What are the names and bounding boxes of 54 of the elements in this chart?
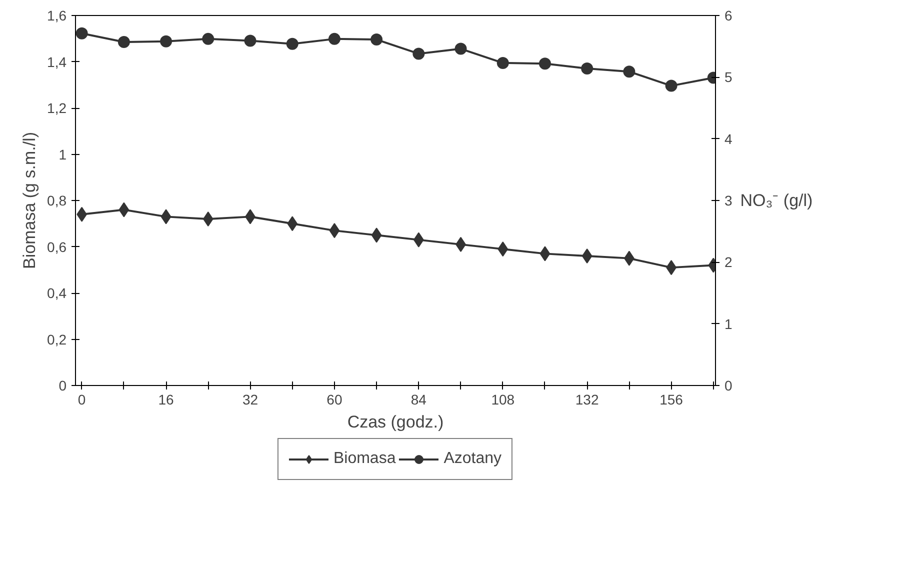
y2-tick-label: 1 [724,316,732,332]
point [582,248,592,264]
point [413,232,424,248]
x-tick-label: 156 [660,392,684,408]
y2-axis-title: NO₃⁻ (g/l) [740,191,813,210]
y2-tick-label: 3 [724,192,732,208]
legend-label: Biomasa [333,450,396,468]
point [371,228,382,243]
x-tick-label: 84 [410,392,427,408]
point [412,48,425,60]
point [160,35,172,48]
y-tick-label: 1,2 [47,100,67,116]
point [540,246,550,262]
point [370,34,383,46]
y-tick-label: 0,4 [47,285,67,301]
y-tick-label: 0 [58,378,67,394]
y2-tick-label: 0 [724,378,732,394]
y2-tick-label: 4 [724,130,732,147]
x-tick-label: 132 [575,392,599,408]
y-tick-label: 0,6 [47,238,67,255]
legend-label: Azotany [444,450,502,468]
y-tick-label: 1 [58,146,67,162]
point [202,212,214,226]
x-tick-label: 0 [78,392,86,408]
point [496,56,509,69]
point [328,32,340,45]
point [498,242,508,257]
y-axis-title: Biomasa (g s.m./l) [20,132,40,269]
point [287,216,298,232]
point [286,38,298,50]
point [76,27,88,40]
point [623,66,636,78]
point [160,209,172,224]
point [244,34,256,47]
x-tick-label: 16 [158,392,174,408]
point [202,32,214,45]
point [538,58,551,70]
point [118,36,130,48]
point [581,62,594,75]
y-tick-label: 0,8 [47,192,67,208]
y-tick-label: 0,2 [47,331,67,348]
x-tick-label: 32 [242,392,258,408]
y-tick-label: 1,4 [47,54,67,70]
point [665,80,678,92]
x-tick-label: 60 [326,392,342,408]
point [329,223,340,238]
y2-tick-label: 2 [724,254,732,270]
y2-tick-label: 6 [724,8,732,24]
y2-tick-label: 5 [724,69,732,86]
point [118,202,130,218]
point [454,42,467,55]
x-tick-label: 108 [491,392,515,408]
x-axis-title: Czas (godz.) [347,412,444,432]
y-tick-label: 1,6 [47,8,67,24]
